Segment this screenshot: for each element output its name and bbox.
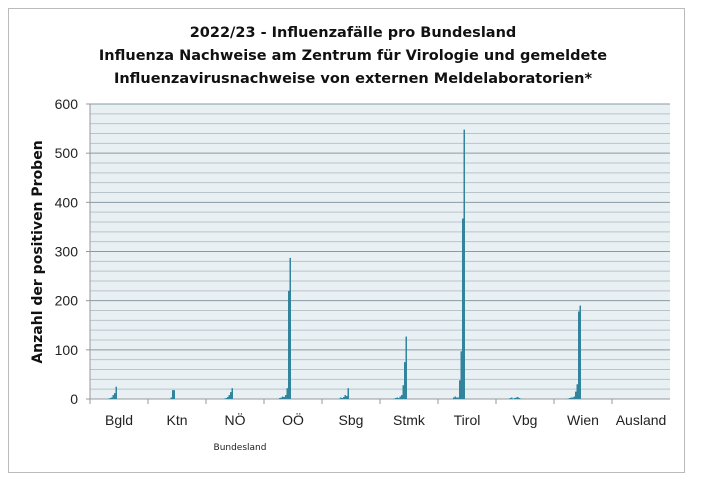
bar	[344, 395, 346, 399]
bar	[289, 257, 291, 399]
bar	[227, 397, 229, 399]
bar	[231, 388, 233, 399]
bar	[457, 397, 459, 399]
bar	[172, 390, 174, 399]
bar	[398, 398, 400, 399]
x-tick-label: Vbg	[513, 412, 538, 428]
bar	[230, 392, 232, 399]
bar	[283, 397, 285, 399]
bar	[225, 398, 227, 399]
bar	[404, 362, 406, 399]
bar	[515, 397, 517, 399]
bar	[285, 395, 287, 399]
bar	[399, 396, 401, 399]
y-tick-label: 400	[55, 194, 79, 210]
y-tick-label: 0	[70, 391, 78, 407]
bar	[462, 218, 464, 399]
x-tick-label: Ktn	[166, 412, 187, 428]
bar	[112, 395, 114, 399]
chart-title-line2: Influenza Nachweise am Zentrum für Virol…	[98, 48, 608, 64]
bar	[459, 380, 461, 399]
bar	[279, 398, 281, 399]
bar	[346, 396, 348, 399]
chart-title-line1: 2022/23 - Influenzafälle pro Bundesland	[189, 25, 517, 41]
bar	[114, 393, 116, 399]
bar	[569, 398, 571, 399]
x-axis-label: Bundesland	[214, 443, 267, 453]
x-tick-label: Wien	[567, 412, 599, 428]
chart-frame	[8, 8, 685, 473]
bar	[402, 385, 404, 399]
bar	[570, 397, 572, 399]
bar	[579, 305, 581, 399]
bar	[463, 129, 465, 400]
bar	[115, 386, 117, 399]
x-tick-label: OÖ	[282, 411, 304, 428]
y-tick-label: 600	[55, 96, 79, 112]
bar	[401, 395, 403, 399]
bar	[173, 390, 175, 399]
bar	[511, 397, 513, 399]
bar	[460, 351, 462, 399]
bar	[343, 397, 345, 399]
bar	[405, 336, 407, 399]
bar	[517, 397, 519, 399]
y-axis-label: Anzahl der positiven Proben	[30, 140, 46, 363]
bar	[396, 397, 398, 399]
bar	[340, 397, 342, 399]
bar	[514, 398, 516, 399]
y-tick-label: 100	[55, 342, 79, 358]
bar	[509, 398, 511, 399]
bar	[109, 398, 111, 399]
bar	[518, 398, 520, 399]
bar	[286, 388, 288, 399]
bar	[456, 397, 458, 399]
bar	[575, 391, 577, 399]
bar	[280, 397, 282, 399]
x-tick-label: Tirol	[454, 412, 481, 428]
bar	[578, 311, 580, 399]
bar	[453, 397, 455, 399]
bar	[282, 396, 284, 399]
x-tick-label: Bgld	[105, 412, 133, 428]
x-tick-label: Stmk	[393, 412, 426, 428]
bar	[347, 388, 349, 399]
bar	[395, 398, 397, 399]
bar	[228, 395, 230, 399]
bar	[341, 398, 343, 399]
bar	[573, 396, 575, 399]
bar	[572, 397, 574, 399]
bar	[288, 290, 290, 399]
bar	[576, 384, 578, 399]
bar	[111, 397, 113, 399]
chart-title-line3: Influenzavirusnachweise von externen Mel…	[113, 71, 593, 87]
x-tick-label: Sbg	[339, 412, 364, 428]
x-tick-label: Ausland	[616, 412, 667, 428]
bar	[454, 396, 456, 399]
bar	[170, 397, 172, 399]
y-tick-label: 300	[55, 244, 79, 260]
y-tick-label: 200	[55, 293, 79, 309]
y-tick-label: 500	[55, 145, 79, 161]
x-tick-label: NÖ	[225, 411, 246, 428]
